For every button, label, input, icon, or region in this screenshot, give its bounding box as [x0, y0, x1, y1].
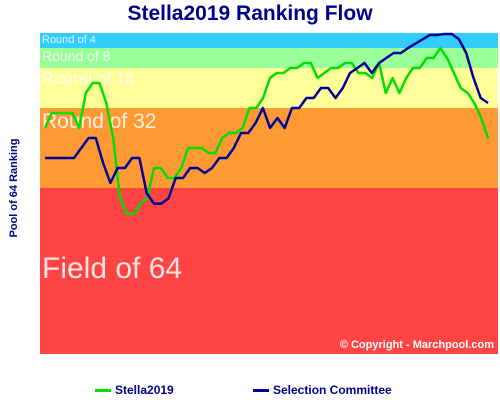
legend-label-stella2019: Stella2019: [115, 383, 174, 397]
legend-swatch-stella2019: [95, 388, 111, 392]
band-label-round-of-32: Round of 32: [42, 110, 156, 133]
chart-title: Stella2019 Ranking Flow: [127, 2, 373, 25]
legend-item-stella2019: Stella2019: [95, 383, 174, 397]
series-line-stella2019: [43, 46, 490, 216]
legend-swatch-selection-committee: [253, 388, 269, 392]
band-label-round-of-4: Round of 4: [42, 34, 96, 46]
band-round-of-8: [40, 48, 498, 68]
band-label-field-of-64: Field of 64: [42, 252, 182, 285]
band-round-of-16: [40, 68, 498, 108]
legend-label-selection-committee: Selection Committee: [273, 383, 392, 397]
series-line-selection-committee: [45, 32, 489, 205]
band-field-of-64: [40, 188, 498, 354]
band-label-round-of-16: Round of 16: [42, 69, 135, 88]
band-label-round-of-8: Round of 8: [42, 48, 111, 64]
copyright-annotation: © Copyright - Marchpool.com: [340, 339, 494, 351]
legend-item-selection-committee: Selection Committee: [253, 383, 392, 397]
band-round-of-4: [40, 33, 498, 48]
